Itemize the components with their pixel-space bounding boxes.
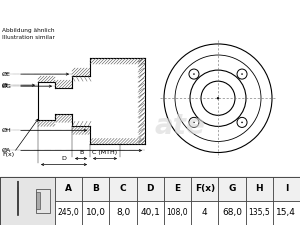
Bar	[218, 201, 246, 225]
Bar	[110, 177, 137, 201]
Bar	[164, 177, 191, 201]
Bar	[55, 177, 82, 201]
Bar	[82, 177, 110, 201]
Text: E: E	[174, 184, 181, 193]
Text: ate: ate	[155, 112, 206, 140]
Bar	[164, 201, 191, 225]
Bar	[82, 201, 110, 225]
Text: 68,0: 68,0	[222, 208, 242, 217]
Bar	[137, 201, 164, 225]
Circle shape	[193, 122, 195, 123]
Text: 40,1: 40,1	[140, 208, 160, 217]
Bar	[0, 177, 55, 225]
Text: I: I	[285, 184, 288, 193]
Text: 410182: 410182	[212, 7, 268, 19]
Circle shape	[217, 97, 219, 99]
Text: 135,5: 135,5	[248, 208, 270, 217]
Text: 4: 4	[202, 208, 208, 217]
Text: 245,0: 245,0	[58, 208, 80, 217]
Text: 108,0: 108,0	[167, 208, 188, 217]
Bar	[36, 192, 40, 209]
Text: F(x): F(x)	[195, 184, 215, 193]
Circle shape	[241, 122, 243, 123]
Text: D: D	[61, 155, 66, 161]
Text: ØA: ØA	[2, 148, 11, 153]
Text: ØH: ØH	[2, 128, 12, 133]
Text: D: D	[146, 184, 154, 193]
Text: ØE: ØE	[2, 72, 11, 77]
Text: C (MTH): C (MTH)	[92, 150, 118, 155]
Bar	[273, 201, 300, 225]
Bar	[218, 177, 246, 201]
Circle shape	[193, 73, 195, 75]
Bar	[110, 201, 137, 225]
Text: 15,4: 15,4	[277, 208, 296, 217]
Bar	[273, 177, 300, 201]
Text: 8,0: 8,0	[116, 208, 130, 217]
Text: A: A	[65, 184, 72, 193]
Text: C: C	[120, 184, 126, 193]
Bar	[137, 177, 164, 201]
Bar	[36, 189, 50, 213]
Text: F(x): F(x)	[2, 152, 14, 157]
Text: ØG: ØG	[2, 84, 12, 89]
Circle shape	[241, 73, 243, 75]
Text: Abbildung ähnlich
Illustration similar: Abbildung ähnlich Illustration similar	[2, 28, 55, 40]
Text: H: H	[255, 184, 263, 193]
Text: G: G	[228, 184, 236, 193]
Bar	[246, 177, 273, 201]
Text: 24.0110-0182.1: 24.0110-0182.1	[90, 7, 206, 19]
Bar	[191, 201, 218, 225]
Bar	[55, 201, 82, 225]
Text: 10,0: 10,0	[86, 208, 106, 217]
Text: B: B	[79, 150, 83, 155]
Text: ØI: ØI	[2, 83, 9, 88]
Text: B: B	[92, 184, 99, 193]
Bar	[246, 201, 273, 225]
Bar	[191, 177, 218, 201]
